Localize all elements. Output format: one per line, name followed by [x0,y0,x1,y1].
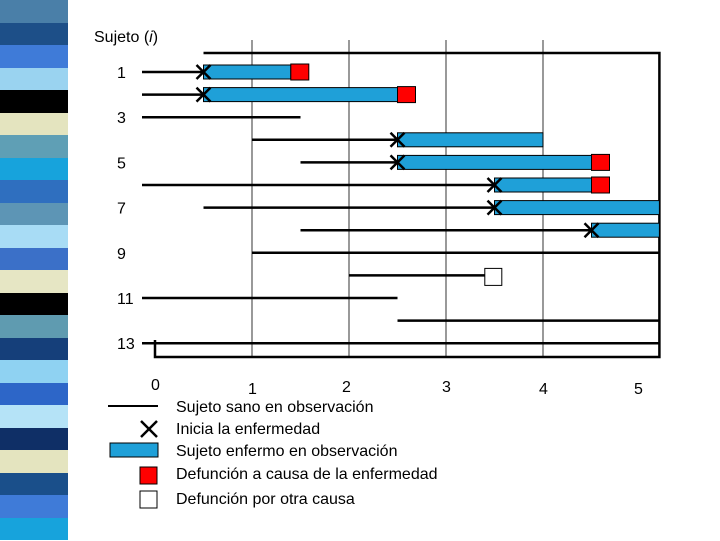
death-disease-marker [592,154,610,170]
subject-row [142,177,610,193]
sick-bar [398,133,544,147]
subject-row [301,223,660,237]
x-tick-label: 0 [151,377,160,394]
y-tick-label: 13 [117,336,135,353]
subject-row [349,268,502,285]
sick-bar [398,155,592,169]
y-axis-title: Sujeto (i) [94,29,158,46]
y-tick-label: 9 [117,246,126,263]
y-tick-label: 7 [117,201,126,218]
y-tick-label: 11 [117,291,134,308]
subject-row [301,154,610,170]
death-disease-marker [398,87,416,103]
legend-sick-bar [110,443,158,457]
x-tick-label: 1 [248,381,257,398]
death-other-marker [485,268,502,285]
legend-healthy-label: Sujeto sano en observación [176,399,373,416]
death-disease-marker [291,64,309,80]
subject-row [142,87,416,103]
legend-death-disease-label: Defunción a causa de la enfermedad [176,466,438,483]
x-tick-label: 3 [442,379,451,396]
subject-row [204,201,660,215]
legend-sick-label: Sujeto enfermo en observación [176,443,397,460]
y-tick-label: 5 [117,155,126,172]
subject-rows [142,64,659,343]
x-tick-labels: 0 1 2 3 4 5 [151,377,643,398]
sick-bar [204,88,398,102]
sick-bar [204,65,291,79]
y-tick-label: 3 [117,110,126,127]
legend-death-other-label: Defunción por otra causa [176,491,355,508]
y-tick-label: 1 [117,65,126,82]
x-tick-label: 4 [539,381,548,398]
x-tick-label: 2 [342,379,351,396]
legend-onset-label: Inicia la enfermedad [176,421,320,438]
subject-row [252,133,543,147]
x-tick-label: 5 [634,381,643,398]
legend: Sujeto sano en observación Inicia la enf… [108,399,438,508]
death-disease-marker [592,177,610,193]
sick-bar [495,201,660,215]
legend-death-disease-box [140,467,157,484]
legend-onset-icon [141,421,157,437]
sick-bar [495,178,592,192]
legend-death-other-box [140,491,157,508]
subject-row [142,64,309,80]
sick-bar [592,223,660,237]
